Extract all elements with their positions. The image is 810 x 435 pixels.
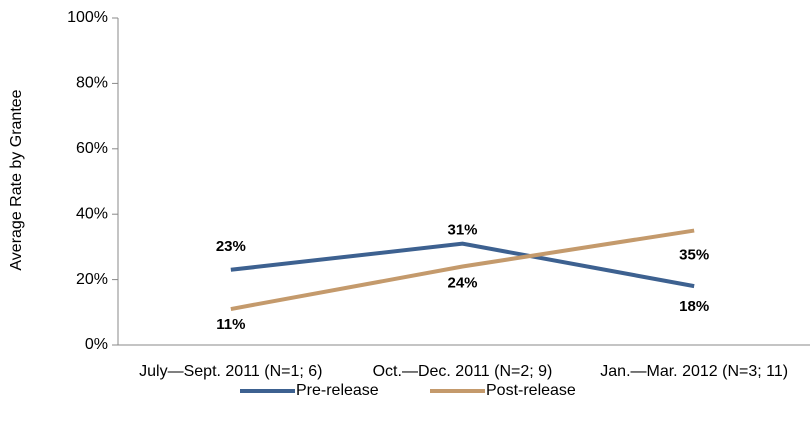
y-axis-title: Average Rate by Grantee xyxy=(8,89,25,270)
legend-label: Post-release xyxy=(486,382,576,399)
value-label: 35% xyxy=(679,247,709,264)
x-tick-label: Oct.—Dec. 2011 (N=2; 9) xyxy=(373,363,553,380)
value-label: 11% xyxy=(216,316,245,333)
line-series xyxy=(230,228,695,311)
x-tick-label: July—Sept. 2011 (N=1; 6) xyxy=(139,363,322,380)
line-series xyxy=(230,241,695,289)
value-label: 31% xyxy=(447,222,477,239)
value-label: 24% xyxy=(447,274,477,291)
y-tick-label: 100% xyxy=(67,9,108,26)
legend-label: Pre-release xyxy=(296,382,379,399)
y-tick-label: 20% xyxy=(76,271,108,288)
value-label: 18% xyxy=(679,298,709,315)
value-label: 23% xyxy=(216,238,246,255)
y-tick-label: 60% xyxy=(76,140,108,157)
y-tick-label: 0% xyxy=(85,336,108,353)
y-tick-label: 40% xyxy=(76,205,108,222)
x-tick-label: Jan.—Mar. 2012 (N=3; 11) xyxy=(600,363,788,380)
y-tick-label: 80% xyxy=(76,75,108,92)
